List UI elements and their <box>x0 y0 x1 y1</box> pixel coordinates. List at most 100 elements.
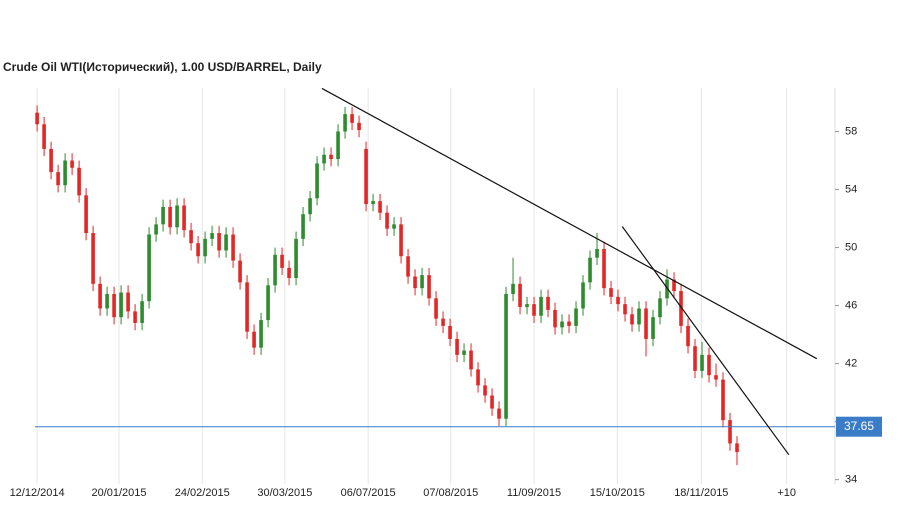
x-tick-label: 20/01/2015 <box>91 487 146 499</box>
x-tick-label: 12/12/2014 <box>10 487 65 499</box>
candle-body <box>623 304 627 315</box>
candle-body <box>112 293 116 318</box>
candle-body <box>70 160 74 168</box>
candle-body <box>679 291 683 326</box>
candle-body <box>469 350 473 370</box>
candle-body <box>329 154 333 160</box>
candle-body <box>196 243 200 257</box>
candle-body <box>434 298 438 319</box>
last-price-box <box>836 416 882 437</box>
candle-body <box>364 148 368 205</box>
candle-body <box>413 276 417 289</box>
candle-body <box>714 375 718 380</box>
candle-body <box>350 114 354 123</box>
candle-body <box>595 249 599 258</box>
candle-body <box>385 212 389 229</box>
candle-body <box>693 346 697 371</box>
candle-body <box>203 238 207 257</box>
x-tick-label: 11/09/2015 <box>507 487 561 499</box>
candle-body <box>581 282 585 309</box>
candle-body <box>658 298 662 318</box>
candle-body <box>189 230 193 244</box>
candle-body <box>483 385 487 396</box>
candle-body <box>336 131 340 160</box>
candle-body <box>378 201 382 213</box>
candle-body <box>126 292 130 312</box>
candle-body <box>133 311 137 323</box>
candle-body <box>35 112 39 125</box>
x-tick-label: 06/07/2015 <box>341 487 396 499</box>
candle-body <box>273 254 277 286</box>
candle-body <box>560 321 564 328</box>
candle-body <box>511 283 515 294</box>
candle-body <box>448 325 452 339</box>
candle-body <box>252 331 256 348</box>
candle-body <box>287 267 291 279</box>
trend-line <box>321 87 818 360</box>
y-tick-label: 46 <box>845 299 857 311</box>
candle-body <box>637 308 641 325</box>
candle-body <box>98 283 102 309</box>
candle-body <box>175 205 179 228</box>
candle-body <box>721 379 725 421</box>
candle-body <box>616 296 620 305</box>
candle-body <box>462 350 466 355</box>
candle-body <box>49 148 53 173</box>
candle-body <box>63 160 67 186</box>
candle-body <box>504 293 508 419</box>
x-tick-label: 07/08/2015 <box>423 487 478 499</box>
candle-body <box>455 338 459 355</box>
y-tick-label: 34 <box>845 474 857 486</box>
candle-body <box>553 309 557 328</box>
last-price-label: 37.65 <box>844 419 874 433</box>
candle-body <box>308 198 312 215</box>
x-tick-label: 24/02/2015 <box>175 487 230 499</box>
candle-body <box>210 233 214 239</box>
candle-body <box>42 124 46 149</box>
candle-body <box>588 257 592 283</box>
y-tick-label: 42 <box>845 358 857 370</box>
candle-body <box>686 325 690 347</box>
candle-body <box>490 395 494 409</box>
candle-body <box>651 317 655 339</box>
candle-body <box>294 238 298 279</box>
candle-body <box>84 195 88 234</box>
candle-body <box>707 354 711 376</box>
candle-body <box>672 279 676 292</box>
candle-body <box>357 122 361 131</box>
candle-body <box>427 275 431 299</box>
candle-body <box>245 282 249 332</box>
candle-body <box>259 320 263 348</box>
candle-body <box>567 321 571 326</box>
candle-body <box>266 285 270 321</box>
candle-body <box>644 308 648 339</box>
candle-body <box>56 172 60 186</box>
candle-body <box>77 167 81 196</box>
candle-body <box>420 275 424 289</box>
candle-body <box>609 288 613 297</box>
candle-body <box>301 214 305 239</box>
candle-body <box>154 224 158 235</box>
candle-body <box>630 314 634 325</box>
x-tick-label: 18/11/2015 <box>674 487 728 499</box>
candle-body <box>140 301 144 323</box>
y-tick-label: 54 <box>845 183 857 195</box>
candle-body <box>105 293 109 309</box>
y-tick-label: 58 <box>845 125 857 137</box>
candle-body <box>119 292 123 318</box>
candle-body <box>161 206 165 225</box>
candle-body <box>532 304 536 316</box>
candle-body <box>406 256 410 277</box>
candle-body <box>168 206 172 228</box>
candle-body <box>441 318 445 326</box>
candle-body <box>392 224 396 229</box>
candle-body <box>539 296 543 316</box>
candle-body <box>147 234 151 302</box>
trend-line <box>621 226 790 456</box>
x-tick-label: 15/10/2015 <box>590 487 645 499</box>
candle-body <box>518 283 522 308</box>
candle-body <box>497 408 501 419</box>
candle-body <box>217 233 221 251</box>
candle-body <box>574 308 578 326</box>
